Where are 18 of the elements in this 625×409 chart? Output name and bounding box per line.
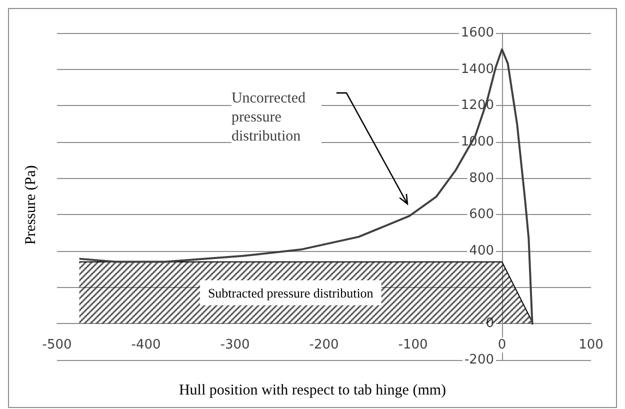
x-tick-label: 0 bbox=[498, 338, 506, 353]
x-axis-title: Hull position with respect to tab hinge (mm) bbox=[178, 382, 446, 398]
x-tick-label: -200 bbox=[309, 338, 339, 353]
y-tick-label: 600 bbox=[469, 207, 494, 222]
y-tick-label: 800 bbox=[469, 170, 494, 186]
x-tick-label: 100 bbox=[578, 338, 604, 353]
x-tick-label: -100 bbox=[398, 338, 428, 353]
y-tick-label: 0 bbox=[486, 316, 494, 332]
text: Uncorrected pressure distribution bbox=[231, 90, 310, 144]
series-label: Subtracted pressure distribution bbox=[208, 285, 374, 300]
y-axis-title: Pressure (Pa) bbox=[23, 165, 39, 245]
x-tick-label: -500 bbox=[42, 338, 72, 353]
x-tick-label: -300 bbox=[220, 338, 250, 353]
y-tick-label: -200 bbox=[464, 352, 494, 368]
x-tick-label: -400 bbox=[131, 338, 161, 353]
y-tick-label: 400 bbox=[469, 244, 494, 258]
y-tick-label: 1400 bbox=[460, 62, 494, 77]
y-tick-label: 1600 bbox=[460, 26, 494, 40]
